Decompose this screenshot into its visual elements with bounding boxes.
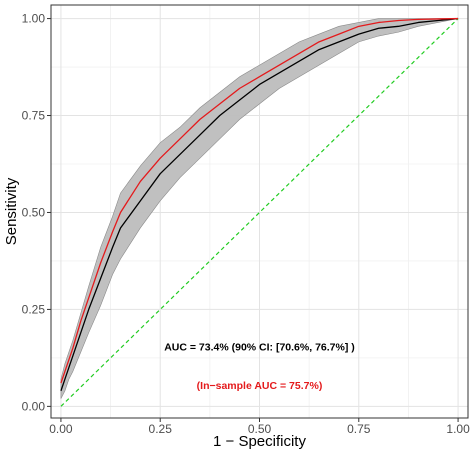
reference-line-layer — [60, 18, 459, 407]
x-tick-label: 0.75 — [347, 422, 371, 436]
x-axis-ticks: 0.00 0.25 0.50 0.75 1.00 — [49, 418, 470, 436]
y-tick-label: 0.00 — [22, 399, 46, 413]
x-tick-label: 0.00 — [49, 422, 73, 436]
cv-mean-roc-line — [60, 17, 459, 392]
series-layer — [60, 17, 459, 392]
in-sample-roc-line — [60, 17, 459, 384]
annotations: AUC = 73.4% (90% CI: [70.6%, 76.7%] ) (In… — [164, 341, 355, 392]
auc-annotation: AUC = 73.4% (90% CI: [70.6%, 76.7%] ) — [164, 341, 355, 353]
y-axis-title: Sensitivity — [3, 177, 20, 245]
y-axis-ticks: 0.00 0.25 0.50 0.75 1.00 — [22, 12, 51, 413]
in-sample-auc-annotation: (In−sample AUC = 75.7%) — [197, 380, 323, 392]
confidence-band — [60, 18, 459, 399]
x-tick-label: 0.50 — [248, 422, 272, 436]
y-tick-label: 0.50 — [22, 205, 46, 219]
reference-diagonal-line — [60, 18, 459, 407]
x-axis-title: 1 − Specificity — [213, 433, 306, 450]
x-tick-label: 1.00 — [446, 422, 470, 436]
x-tick-label: 0.25 — [149, 422, 173, 436]
grid-lines — [51, 5, 468, 418]
y-tick-label: 0.75 — [22, 109, 46, 123]
y-tick-label: 0.25 — [22, 302, 46, 316]
y-tick-label: 1.00 — [22, 12, 46, 26]
confidence-band-layer — [60, 18, 459, 399]
